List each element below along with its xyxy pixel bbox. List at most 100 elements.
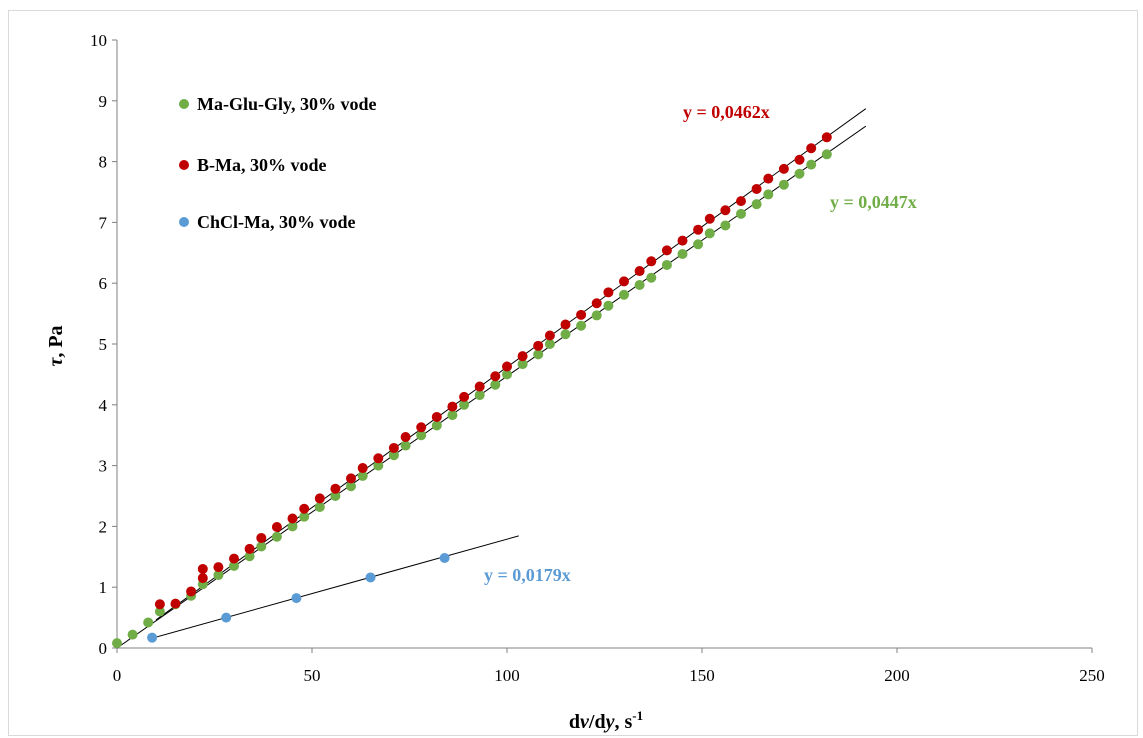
data-point (821, 132, 832, 143)
data-point (416, 422, 427, 433)
data-point (544, 339, 555, 349)
data-point (619, 289, 629, 300)
data-point (560, 329, 571, 340)
data-point (400, 432, 411, 443)
data-point (314, 501, 325, 512)
data-point (357, 463, 368, 474)
data-point (490, 379, 501, 390)
data-point (704, 228, 715, 239)
data-point (806, 159, 817, 170)
data-point (287, 513, 298, 524)
data-point (346, 481, 356, 492)
data-point (646, 256, 657, 267)
data-point (143, 617, 154, 628)
data-point (112, 638, 122, 649)
y-tick-label: 1 (99, 578, 108, 597)
data-point (197, 573, 208, 584)
data-point (357, 470, 368, 481)
y-tick-label: 8 (99, 153, 108, 172)
data-point (197, 563, 208, 574)
data-point (677, 235, 688, 246)
data-point (619, 276, 629, 287)
data-point (127, 629, 138, 640)
y-tick-label: 3 (99, 457, 108, 476)
y-tick-label: 6 (99, 274, 108, 293)
x-tick-label: 100 (494, 666, 520, 685)
data-point (244, 543, 255, 554)
data-point (661, 259, 672, 270)
chart-frame (8, 10, 1138, 736)
data-point (591, 298, 602, 309)
legend-marker (179, 99, 189, 109)
x-tick-label: 50 (304, 666, 321, 685)
data-point (154, 599, 165, 610)
data-point (502, 369, 512, 380)
legend-label: B-Ma, 30% vode (197, 155, 327, 175)
data-point (147, 632, 158, 643)
data-point (388, 442, 399, 453)
data-point (751, 199, 762, 210)
data-point (459, 399, 470, 410)
data-point (474, 381, 485, 392)
data-point (213, 570, 224, 581)
data-point (271, 531, 282, 542)
data-point (287, 521, 298, 532)
data-point (533, 349, 544, 360)
data-point (646, 272, 657, 283)
data-point (431, 411, 442, 422)
data-point (299, 503, 310, 514)
data-point (474, 390, 485, 401)
data-point (299, 511, 310, 522)
trendline-equations: y = 0,0447x y = 0,0462x y = 0,0179x (484, 102, 917, 585)
data-point (517, 351, 528, 362)
data-point (447, 410, 458, 421)
data-point (502, 361, 512, 372)
x-tick-label: 200 (884, 666, 910, 685)
data-point (256, 532, 267, 543)
data-point (291, 593, 302, 604)
data-point (229, 553, 239, 564)
data-point (634, 280, 645, 291)
data-point (693, 224, 704, 235)
data-point (517, 359, 528, 370)
data-point (271, 522, 282, 533)
data-point (821, 149, 832, 160)
data-point (533, 340, 544, 351)
data-point (221, 612, 232, 623)
y-axis-title: τ, Pa (45, 325, 67, 366)
data-point (736, 208, 746, 219)
data-point (373, 453, 384, 464)
data-point (490, 371, 501, 382)
x-tick-label: 150 (689, 666, 715, 685)
y-tick-label: 9 (99, 92, 108, 111)
legend-marker (179, 160, 189, 170)
data-point (229, 560, 239, 571)
data-point (603, 287, 614, 298)
data-point (388, 450, 399, 461)
x-tick-label: 0 (113, 666, 122, 685)
data-point (751, 183, 762, 194)
data-point (806, 143, 817, 154)
data-point (693, 239, 704, 250)
data-point (603, 300, 614, 311)
x-tick-label: 250 (1079, 666, 1105, 685)
data-point (763, 173, 774, 184)
x-axis-title: dv/dy, s-1 (569, 708, 643, 733)
data-point (244, 551, 255, 562)
y-tick-label: 0 (99, 639, 108, 658)
data-point (213, 562, 224, 573)
data-point (720, 205, 731, 216)
y-tick-label: 7 (99, 213, 108, 232)
y-tick-label: 4 (99, 396, 108, 415)
legend: Ma-Glu-Gly, 30% vode B-Ma, 30% vode ChCl-M… (179, 94, 377, 232)
data-point (373, 460, 384, 471)
data-point (704, 213, 715, 224)
data-point (661, 245, 672, 256)
data-point (634, 266, 645, 277)
trendline-equation: y = 0,0179x (484, 565, 571, 585)
data-point (256, 541, 267, 552)
data-point (720, 220, 731, 231)
data-point (794, 154, 805, 165)
y-tick-label: 10 (90, 31, 107, 50)
data-point (400, 440, 411, 451)
